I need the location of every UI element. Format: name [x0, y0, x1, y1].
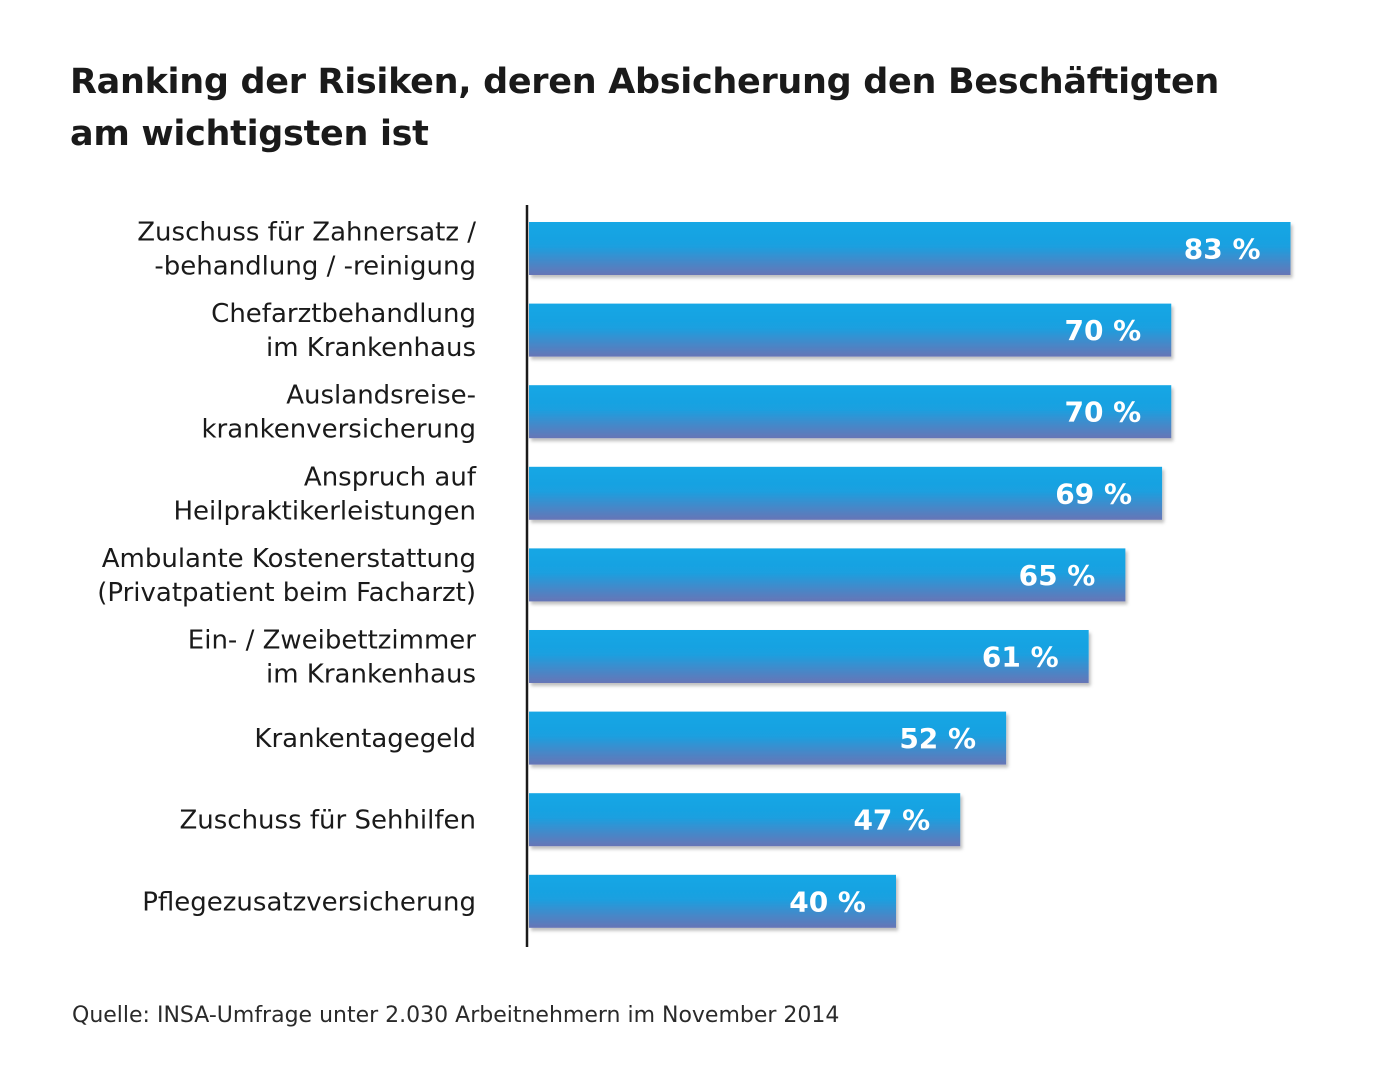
- category-label-4-line-1: Anspruch auf: [304, 462, 477, 492]
- category-label-5-line-2: (Privatpatient beim Facharzt): [97, 578, 476, 608]
- category-label-2: Chefarztbehandlung im Krankenhaus: [211, 299, 476, 363]
- value-label-group: 83 % 70 % 70 % 69 % 65 % 61 % 52 % 47 % 40 %: [789, 233, 1260, 919]
- value-label-2: 70 %: [1064, 314, 1141, 347]
- category-label-1-line-1: Zuschuss für Zahnersatz /: [137, 218, 476, 248]
- bar-7: [529, 711, 1007, 765]
- bar-1: [529, 222, 1291, 275]
- bar-9: [529, 874, 896, 928]
- chart-title-line-2: am wichtigsten ist: [70, 114, 429, 154]
- category-label-8: Zuschuss für Sehhilfen: [179, 806, 476, 836]
- category-label-5-line-1: Ambulante Kostenerstattung: [102, 544, 476, 574]
- category-label-7: Krankentagegeld: [254, 724, 476, 754]
- bar-6: [529, 630, 1089, 683]
- category-label-3-line-2: krankenversicherung: [201, 415, 476, 445]
- bar-3: [529, 385, 1172, 439]
- category-label-1-line-2: -behandlung / -reinigung: [154, 252, 476, 282]
- category-label-6-line-2: im Krankenhaus: [266, 660, 476, 690]
- bar-5: [529, 548, 1126, 602]
- value-label-8: 47 %: [853, 804, 930, 837]
- bar-8: [529, 793, 961, 847]
- category-label-2-line-1: Chefarztbehandlung: [211, 299, 476, 329]
- category-label-9: Pflegezusatzversicherung: [142, 887, 476, 917]
- category-label-3: Auslandsreise-krankenversicherung: [201, 381, 476, 445]
- category-label-group: Zuschuss für Zahnersatz / -behandlung / -…: [97, 218, 477, 918]
- category-label-4-line-2: Heilpraktikerleistungen: [173, 496, 476, 526]
- bar-2: [529, 303, 1172, 357]
- category-label-1: Zuschuss für Zahnersatz / -behandlung / -…: [137, 218, 476, 282]
- value-label-4: 69 %: [1055, 477, 1132, 510]
- category-label-6-line-1: Ein- / Zweibettzimmer: [188, 626, 477, 656]
- value-label-6: 61 %: [982, 641, 1059, 674]
- value-label-1: 83 %: [1184, 233, 1261, 266]
- bar-group: [529, 222, 1291, 928]
- chart-title-line-1: Ranking der Risiken, deren Absicherung d…: [70, 62, 1220, 102]
- value-label-9: 40 %: [789, 885, 866, 918]
- category-label-3-line-1: Auslandsreise-: [286, 381, 476, 411]
- category-label-2-line-2: im Krankenhaus: [266, 333, 476, 363]
- category-label-5: Ambulante Kostenerstattung (Privatpatient…: [97, 544, 476, 608]
- value-label-7: 52 %: [899, 722, 976, 755]
- chart-title: Ranking der Risiken, deren Absicherung d…: [70, 56, 1270, 160]
- bar-4: [529, 466, 1163, 520]
- category-label-6: Ein- / Zweibettzimmer im Krankenhaus: [188, 626, 477, 690]
- source-note: Quelle: INSA-Umfrage unter 2.030 Arbeitn…: [72, 1003, 840, 1028]
- category-label-4: Anspruch auf Heilpraktikerleistungen: [173, 462, 476, 526]
- value-label-3: 70 %: [1064, 396, 1141, 429]
- value-label-5: 65 %: [1019, 559, 1096, 592]
